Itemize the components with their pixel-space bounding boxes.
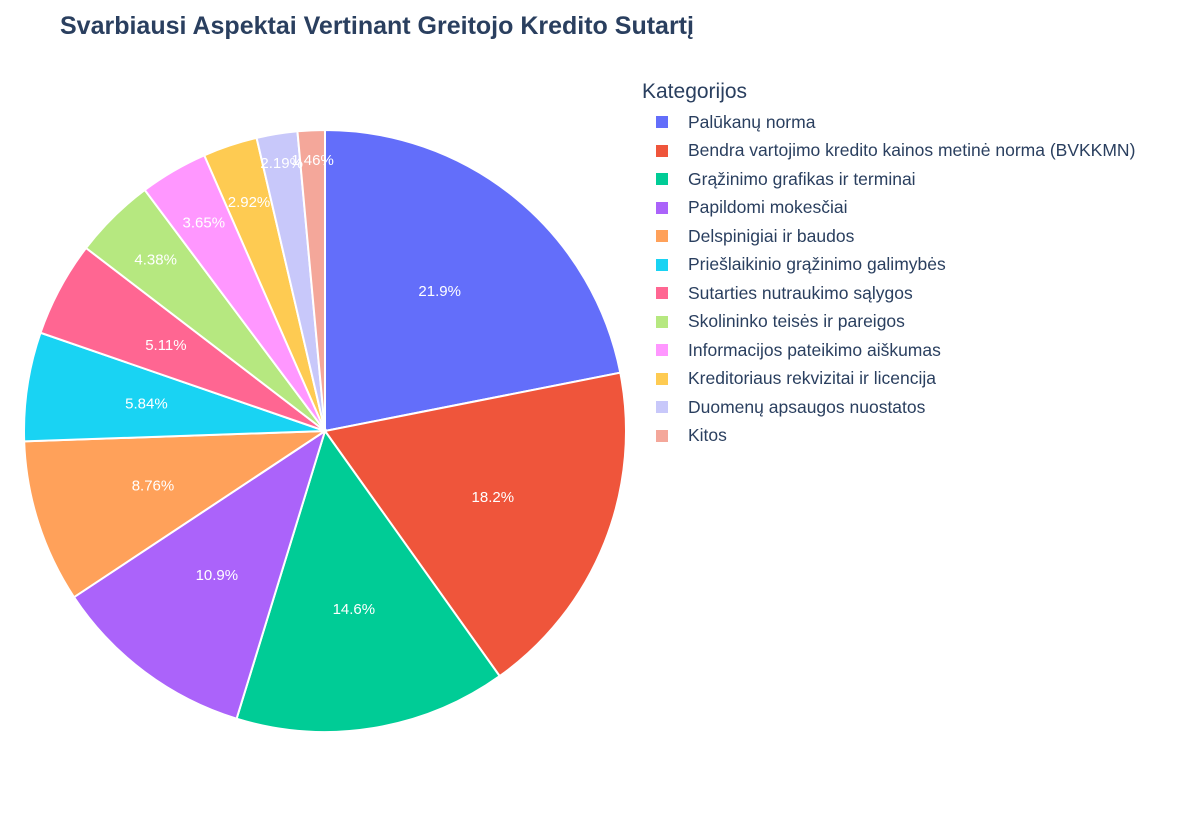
slice-label: 8.76% [132, 478, 175, 495]
legend: Kategorijos Palūkanų norma Bendra vartoji… [642, 80, 1135, 450]
legend-swatch [656, 401, 668, 414]
legend-label: Informacijos pateikimo aiškumas [688, 339, 941, 360]
legend-item[interactable]: Delspinigiai ir baudos [642, 222, 1135, 251]
legend-label: Delspinigiai ir baudos [688, 225, 855, 246]
legend-label: Skolininko teisės ir pareigos [688, 311, 905, 332]
legend-item[interactable]: Informacijos pateikimo aiškumas [642, 336, 1135, 365]
legend-swatch [656, 144, 668, 157]
slice-label: 5.11% [145, 337, 186, 354]
slice-label: 18.2% [472, 489, 515, 506]
legend-label: Sutarties nutraukimo sąlygos [688, 282, 913, 303]
legend-label: Kreditoriaus rekvizitai ir licencija [688, 368, 936, 389]
legend-swatch [656, 258, 668, 271]
chart-title: Svarbiausi Aspektai Vertinant Greitojo K… [60, 12, 694, 40]
slice-label: 1.46% [291, 152, 334, 169]
legend-item[interactable]: Kitos [642, 422, 1135, 451]
legend-item[interactable]: Bendra vartojimo kredito kainos metinė n… [642, 137, 1135, 166]
pie-slice [323, 371, 627, 678]
legend-swatch [656, 372, 668, 385]
legend-swatch [656, 287, 668, 300]
pie-slice [23, 429, 329, 599]
legend-item[interactable]: Kreditoriaus rekvizitai ir licencija [642, 365, 1135, 394]
legend-item[interactable]: Skolininko teisės ir pareigos [642, 308, 1135, 337]
pie-slice [324, 128, 622, 433]
legend-item[interactable]: Sutarties nutraukimo sąlygos [642, 279, 1135, 308]
slice-label: 10.9% [196, 567, 239, 584]
pie-slice [296, 128, 326, 432]
slice-label: 2.19% [260, 155, 303, 172]
pie-slice [72, 428, 327, 720]
slice-label: 21.9% [418, 283, 461, 300]
legend-label: Palūkanų norma [688, 111, 816, 132]
slice-label: 4.38% [134, 251, 177, 268]
legend-swatch [656, 201, 668, 214]
legend-label: Bendra vartojimo kredito kainos metinė n… [688, 140, 1136, 161]
legend-label: Grąžinimo grafikas ir terminai [688, 168, 916, 189]
legend-swatch [656, 315, 668, 328]
slice-label: 14.6% [333, 601, 376, 618]
legend-swatch [656, 429, 668, 442]
pie-chart: 21.9% 18.2% 14.6% 10.9% 8.76% 5.84% 5.11% 4.38%… [23, 128, 627, 733]
legend-item[interactable]: Papildomi mokesčiai [642, 194, 1135, 223]
legend-item[interactable]: Duomenų apsaugos nuostatos [642, 393, 1135, 422]
legend-item[interactable]: Grąžinimo grafikas ir terminai [642, 165, 1135, 194]
legend-swatch [656, 173, 668, 186]
legend-swatch [656, 344, 668, 357]
slice-label: 5.84% [125, 396, 168, 413]
legend-item[interactable]: Priešlaikinio grąžinimo galimybės [642, 251, 1135, 280]
legend-swatch [656, 230, 668, 243]
legend-label: Priešlaikinio grąžinimo galimybės [688, 254, 946, 275]
legend-swatch [656, 116, 668, 129]
legend-item[interactable]: Palūkanų norma [642, 108, 1135, 137]
legend-label: Papildomi mokesčiai [688, 197, 848, 218]
legend-label: Kitos [688, 425, 727, 446]
slice-label: 2.92% [228, 194, 271, 211]
legend-items: Palūkanų norma Bendra vartojimo kredito k… [642, 108, 1135, 450]
legend-label: Duomenų apsaugos nuostatos [688, 396, 926, 417]
legend-title: Kategorijos [642, 80, 748, 103]
slice-label: 3.65% [183, 214, 226, 231]
